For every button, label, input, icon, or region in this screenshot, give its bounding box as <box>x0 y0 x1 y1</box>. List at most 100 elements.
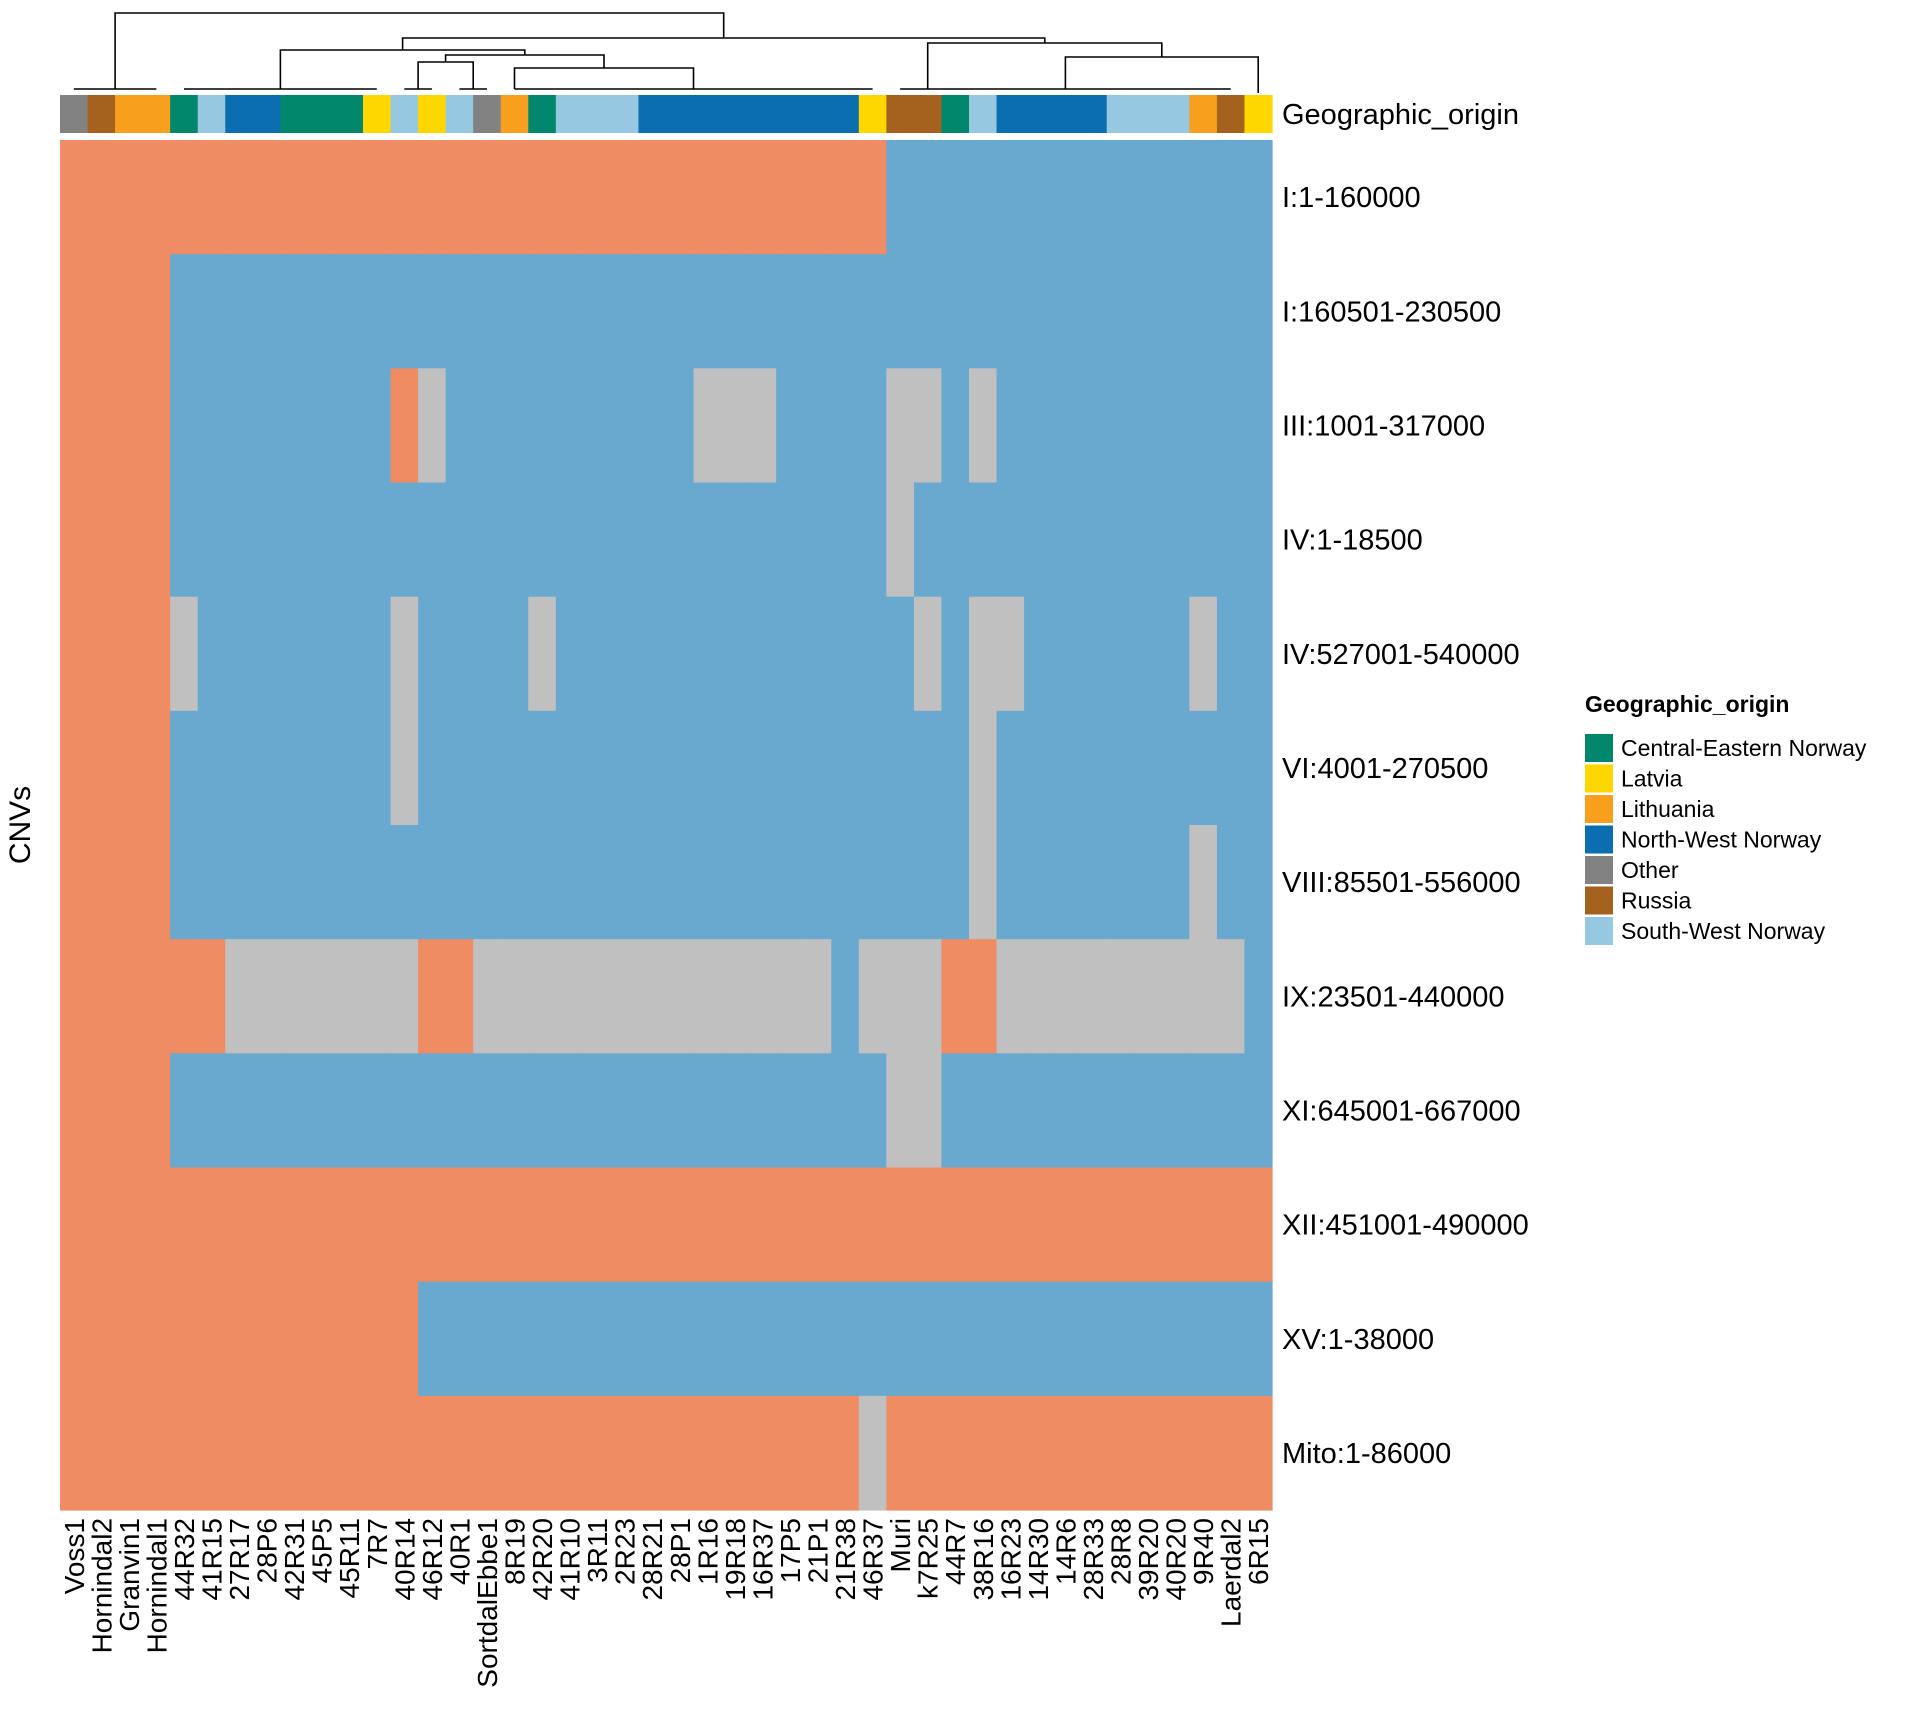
row-label: IX:23501-440000 <box>1282 981 1505 1013</box>
heatmap-cell <box>1161 939 1190 1054</box>
heatmap-cell <box>197 596 226 712</box>
origin-cell <box>886 95 915 133</box>
heatmap-cell <box>390 825 419 940</box>
heatmap-cell <box>528 1167 557 1283</box>
heatmap-cell <box>1079 596 1108 712</box>
heatmap-cell <box>335 825 364 940</box>
heatmap-cell <box>748 254 777 369</box>
heatmap-cell <box>996 1167 1025 1283</box>
column-label: Laerdal2 <box>1216 1518 1247 1627</box>
dendrogram-branch <box>401 37 1046 50</box>
row-label: IV:1-18500 <box>1282 525 1423 557</box>
column-label: 40R1 <box>444 1518 475 1585</box>
column-label: Hornindal2 <box>86 1518 117 1653</box>
origin-cell <box>390 95 419 133</box>
heatmap-cell <box>418 939 447 1054</box>
heatmap-cell <box>803 140 832 255</box>
heatmap-cell <box>87 939 116 1054</box>
heatmap-cell <box>583 1281 612 1397</box>
heatmap-cell <box>528 1053 557 1169</box>
column-label: 45P5 <box>307 1518 338 1583</box>
heatmap-cell <box>1134 1053 1163 1169</box>
heatmap-cell <box>225 1281 254 1397</box>
heatmap-cell <box>1106 939 1135 1054</box>
heatmap-cell <box>307 1395 337 1511</box>
origin-cell <box>445 95 474 133</box>
heatmap-cell <box>803 1281 832 1397</box>
heatmap-cell <box>666 710 695 826</box>
heatmap-cell <box>142 1395 171 1511</box>
column-label: 28P1 <box>665 1518 696 1583</box>
heatmap-cell <box>528 939 557 1054</box>
heatmap-cell <box>996 482 1025 598</box>
column-label: 8R19 <box>500 1518 531 1585</box>
heatmap-cell <box>693 1053 722 1169</box>
legend-swatch <box>1585 886 1613 915</box>
origin-cell <box>500 95 529 133</box>
heatmap-cell <box>60 825 89 940</box>
heatmap-cell <box>445 254 474 369</box>
heatmap-cell <box>583 1053 612 1169</box>
heatmap-cell <box>335 939 364 1054</box>
heatmap-cell <box>721 140 750 255</box>
heatmap-cell <box>1244 1395 1273 1511</box>
heatmap-cell <box>721 1053 750 1169</box>
heatmap-cell <box>1106 1167 1135 1283</box>
heatmap-cell <box>1079 710 1108 826</box>
column-label: 41R15 <box>197 1518 228 1601</box>
heatmap-cell <box>666 825 695 940</box>
heatmap-cell <box>445 939 474 1054</box>
heatmap-cell <box>886 482 915 598</box>
row-label: XV:1-38000 <box>1282 1324 1434 1356</box>
heatmap-cell <box>170 140 199 255</box>
heatmap-cell <box>666 254 695 369</box>
heatmap-cell <box>803 710 832 826</box>
heatmap-cell <box>721 710 750 826</box>
heatmap-cell <box>913 1281 943 1397</box>
heatmap-cell <box>500 1053 529 1169</box>
row-label: IV:527001-540000 <box>1282 639 1520 671</box>
origin-cell <box>969 95 998 133</box>
heatmap-cell <box>390 368 419 484</box>
column-label: 44R32 <box>169 1518 200 1601</box>
origin-cell <box>60 95 89 133</box>
heatmap-cell <box>500 368 529 484</box>
heatmap-cell <box>225 482 254 598</box>
heatmap-cell <box>1189 1395 1218 1511</box>
heatmap-cell <box>87 368 116 484</box>
origin-cell <box>225 95 254 133</box>
heatmap-cell <box>941 140 970 255</box>
heatmap-cell <box>445 1281 474 1397</box>
heatmap-cell <box>858 710 887 826</box>
heatmap-cell <box>1106 1395 1135 1511</box>
row-label: I:160501-230500 <box>1282 296 1501 328</box>
heatmap-cell <box>225 939 254 1054</box>
heatmap-cell <box>638 596 667 712</box>
heatmap-cell <box>170 368 199 484</box>
heatmap-cell <box>363 254 392 369</box>
heatmap-cell <box>115 710 144 826</box>
heatmap-cell <box>831 825 860 940</box>
heatmap-cell <box>721 596 750 712</box>
heatmap-cell <box>1079 1395 1108 1511</box>
heatmap-cell <box>583 254 612 369</box>
origin-cell <box>858 95 887 133</box>
heatmap-cell <box>555 710 584 826</box>
heatmap-cell <box>225 596 254 712</box>
heatmap-cell <box>307 1167 337 1283</box>
heatmap-cell <box>280 1167 309 1283</box>
heatmap-cell <box>913 1053 943 1169</box>
heatmap-cell <box>1024 1395 1053 1511</box>
heatmap-cell <box>583 1395 612 1511</box>
heatmap-cell <box>307 140 337 255</box>
origin-cell <box>1024 95 1053 133</box>
heatmap-cell <box>445 1053 474 1169</box>
heatmap-cell <box>610 710 640 826</box>
heatmap-cell <box>1216 254 1246 369</box>
heatmap-cell <box>913 939 943 1054</box>
heatmap-cell <box>831 939 860 1054</box>
heatmap-cell <box>721 368 750 484</box>
heatmap-cell <box>225 1167 254 1283</box>
origin-cell <box>831 95 860 133</box>
heatmap-cell <box>170 1395 199 1511</box>
